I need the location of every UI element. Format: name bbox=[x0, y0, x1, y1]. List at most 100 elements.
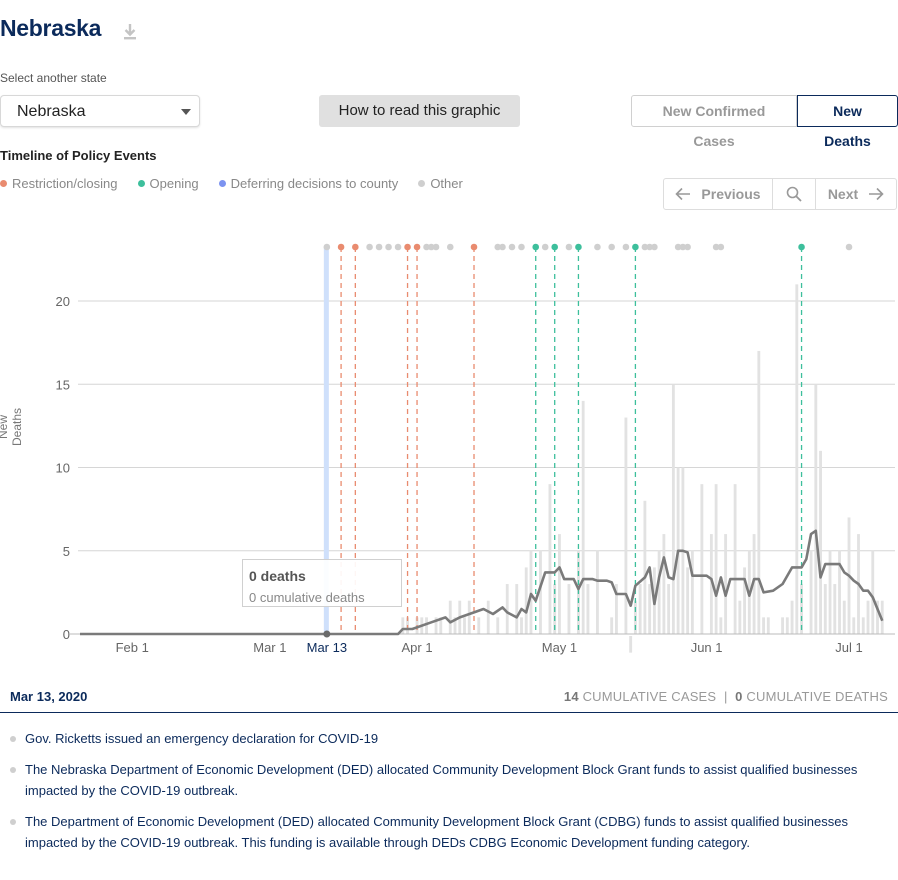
bar bbox=[785, 617, 789, 634]
event-dot bbox=[622, 243, 630, 251]
bar bbox=[548, 484, 552, 634]
x-tick-label: Feb 1 bbox=[116, 640, 149, 655]
bar bbox=[558, 534, 561, 634]
legend-dot bbox=[0, 180, 7, 187]
bar bbox=[657, 550, 661, 634]
list-item: The Nebraska Department of Economic Deve… bbox=[0, 759, 895, 801]
next-button[interactable]: Next bbox=[816, 179, 896, 209]
event-dot bbox=[684, 243, 691, 251]
event-dot bbox=[641, 243, 649, 251]
bar bbox=[596, 550, 599, 634]
download-icon[interactable] bbox=[121, 22, 139, 42]
cumulative-deaths-number: 0 bbox=[735, 689, 743, 704]
event-dot bbox=[712, 243, 720, 251]
cumulative-deaths-label: CUMULATIVE DEATHS bbox=[746, 689, 888, 704]
event-dot bbox=[337, 243, 345, 251]
event-dot bbox=[551, 243, 559, 251]
legend-dot bbox=[137, 180, 145, 187]
policy-legend: Restriction/closing Opening Deferring de… bbox=[0, 176, 483, 191]
bar bbox=[743, 567, 747, 634]
how-to-read-button[interactable]: How to read this graphic bbox=[319, 95, 520, 127]
bar bbox=[434, 617, 438, 634]
legend-label: Other bbox=[430, 176, 463, 191]
event-dot bbox=[594, 243, 601, 251]
bar bbox=[809, 550, 813, 634]
bar bbox=[762, 617, 766, 634]
event-dot bbox=[427, 243, 435, 251]
bar bbox=[448, 600, 452, 634]
bar bbox=[581, 400, 585, 634]
legend-item-restriction: Restriction/closing bbox=[0, 176, 118, 191]
event-dot bbox=[565, 243, 573, 251]
bar bbox=[838, 550, 841, 634]
bar bbox=[700, 484, 704, 634]
selected-date-band bbox=[323, 247, 329, 634]
legend-label: Restriction/closing bbox=[12, 176, 118, 191]
event-dot bbox=[575, 243, 582, 251]
bar bbox=[648, 584, 652, 634]
bar bbox=[524, 567, 528, 634]
policy-event-list: Gov. Ricketts issued an emergency declar… bbox=[0, 728, 898, 863]
cumulative-stats: 14 CUMULATIVE CASES | 0 CUMULATIVE DEATH… bbox=[564, 689, 888, 704]
event-dot bbox=[404, 243, 411, 251]
event-pager: Previous Next bbox=[663, 178, 897, 210]
selected-date-bar: Mar 13, 2020 14 CUMULATIVE CASES | 0 CUM… bbox=[0, 681, 898, 713]
tab-new-confirmed-cases[interactable]: New Confirmed Cases bbox=[631, 95, 797, 149]
state-select-label: Select another state bbox=[0, 71, 107, 85]
bar bbox=[876, 600, 879, 634]
bar bbox=[790, 600, 794, 634]
bar bbox=[781, 617, 784, 634]
bar bbox=[814, 384, 818, 634]
x-tick-label: Mar 1 bbox=[253, 640, 286, 655]
bar bbox=[866, 600, 870, 634]
bar bbox=[505, 584, 509, 634]
bar bbox=[861, 617, 865, 634]
bar bbox=[425, 617, 428, 634]
event-dot bbox=[845, 243, 853, 251]
list-item: Gov. Ricketts issued an emergency declar… bbox=[0, 728, 895, 749]
bar bbox=[871, 550, 875, 634]
bar bbox=[667, 584, 671, 634]
bar bbox=[463, 617, 466, 634]
x-tick-label: Apr 1 bbox=[402, 640, 433, 655]
bar bbox=[643, 500, 647, 634]
event-text: The Nebraska Department of Economic Deve… bbox=[25, 762, 858, 798]
x-tick-label: Jun 1 bbox=[691, 640, 723, 655]
bar bbox=[714, 484, 718, 634]
bar bbox=[719, 617, 723, 634]
metric-toggle: New Confirmed Cases New Deaths bbox=[631, 95, 898, 149]
bar bbox=[733, 484, 737, 634]
y-axis-label: New Deaths bbox=[0, 407, 24, 447]
bar bbox=[662, 534, 666, 634]
stats-separator: | bbox=[723, 689, 728, 704]
tab-new-deaths[interactable]: New Deaths bbox=[797, 95, 898, 149]
event-dot bbox=[541, 243, 549, 251]
event-dot bbox=[423, 243, 430, 251]
next-label: Next bbox=[827, 186, 859, 202]
bar bbox=[586, 584, 590, 634]
state-select[interactable]: Nebraska bbox=[0, 95, 200, 127]
bar bbox=[828, 550, 832, 634]
event-dot bbox=[679, 243, 687, 251]
bar bbox=[529, 550, 533, 634]
legend-dot bbox=[418, 180, 426, 187]
search-icon bbox=[786, 186, 802, 202]
chart-tooltip: 0 deaths 0 cumulative deaths bbox=[242, 559, 402, 607]
search-button[interactable] bbox=[773, 179, 816, 209]
cumulative-cases-number: 14 bbox=[563, 689, 579, 704]
legend-label: Deferring decisions to county bbox=[230, 176, 399, 191]
event-dot bbox=[352, 243, 359, 251]
legend-label: Opening bbox=[149, 176, 199, 191]
y-tick-label: 15 bbox=[56, 377, 70, 392]
bar bbox=[486, 600, 490, 634]
x-tick-label: May 1 bbox=[542, 640, 577, 655]
bar bbox=[439, 617, 443, 634]
bar bbox=[515, 584, 519, 634]
event-dot bbox=[323, 243, 331, 251]
x-tick-label: Jul 1 bbox=[835, 640, 862, 655]
y-tick-label: 20 bbox=[56, 294, 70, 309]
bullet-icon bbox=[10, 767, 16, 773]
arrow-right-icon bbox=[869, 187, 884, 201]
previous-button[interactable]: Previous bbox=[664, 179, 773, 209]
legend-dot bbox=[218, 180, 226, 187]
